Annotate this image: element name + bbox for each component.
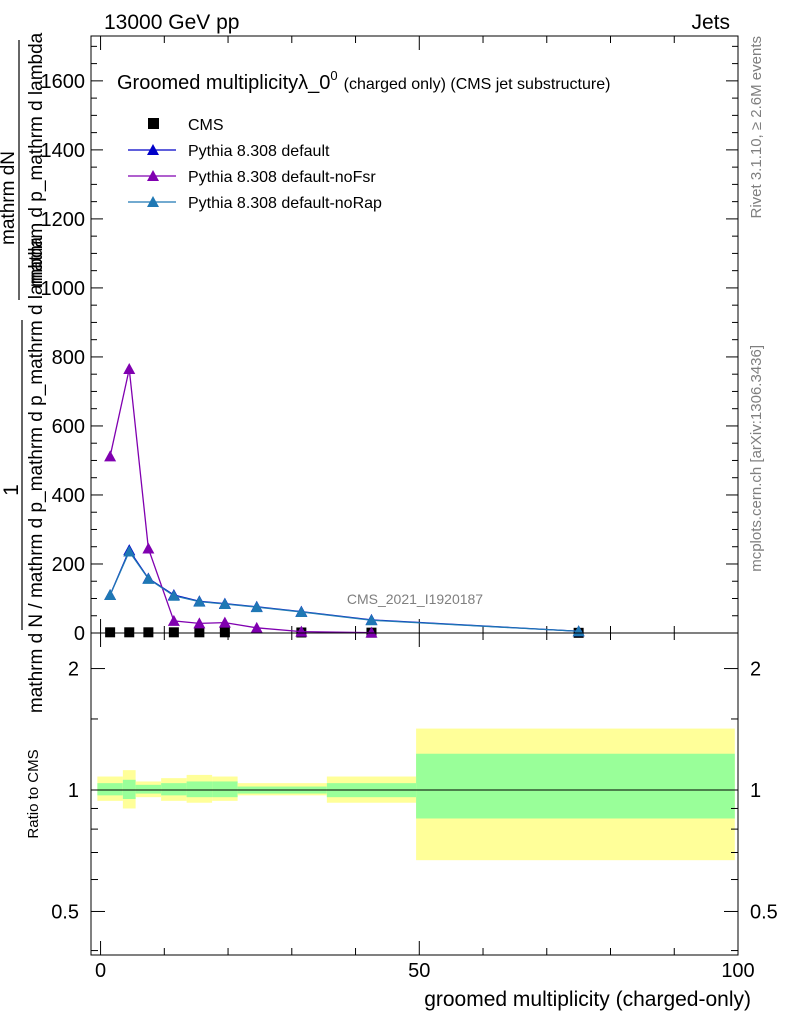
main-y-tick-label: 0 xyxy=(74,623,85,645)
ratio-y-axis-label: Ratio to CMS xyxy=(25,749,42,838)
data-point xyxy=(365,626,378,638)
ratio-y-tick-label: 2 xyxy=(68,659,79,681)
plot-title-main: Groomed multiplicityλ_0 xyxy=(117,72,330,94)
data-point xyxy=(142,572,155,584)
legend-entry: CMS xyxy=(148,117,224,134)
ratio-plot-panel: 0.5 0.5 1 1 2 2 0 50 100 Ratio to CMS groomed m… xyxy=(25,632,778,1011)
data-point xyxy=(194,627,205,638)
mcplots-label: mcplots.cern.ch [arXiv:1306.3436] xyxy=(748,345,765,572)
ratio-inner-band xyxy=(186,781,213,798)
data-point xyxy=(168,627,179,638)
main-y-ticks: 0 200 400 600 800 1000 1200 1400 1600 xyxy=(41,45,738,645)
data-point xyxy=(250,621,263,633)
legend-entry: Pythia 8.308 default xyxy=(128,143,330,160)
ylabel-top: 1 xyxy=(0,484,23,496)
data-point xyxy=(142,542,155,554)
data-point xyxy=(365,614,378,626)
series-line xyxy=(109,548,579,632)
legend-label: Pythia 8.308 default-noRap xyxy=(188,195,382,212)
main-y-tick-label: 1000 xyxy=(41,278,86,300)
series-line xyxy=(109,368,372,634)
data-point xyxy=(295,605,308,617)
ratio-inner-band xyxy=(416,753,735,819)
ratio-y-tick-label: 1 xyxy=(68,780,79,802)
data-point xyxy=(124,627,135,638)
rivet-version-label: Rivet 3.1.10, ≥ 2.6M events xyxy=(748,36,765,219)
data-point xyxy=(167,589,180,601)
ratio-y-tick-label-right: 1 xyxy=(750,780,761,802)
ratio-inner-band xyxy=(97,783,123,796)
legend-label: CMS xyxy=(188,117,224,134)
plot-title-tail: (charged only) (CMS jet substructure) xyxy=(344,76,611,93)
data-point xyxy=(295,625,308,637)
main-y-tick-label: 1200 xyxy=(41,209,86,231)
legend-label: Pythia 8.308 default xyxy=(188,143,330,160)
analysis-watermark: CMS_2021_I1920187 xyxy=(347,591,483,607)
x-tick-label: 100 xyxy=(721,960,754,982)
plot-title: Groomed multiplicityλ_00 (charged only) (… xyxy=(117,68,610,94)
series-pythia-8-308-default-nofsr xyxy=(104,363,378,638)
series-pythia-8-308-default-norap xyxy=(104,545,585,637)
legend-entry: Pythia 8.308 default-noRap xyxy=(128,195,382,212)
legend-label: Pythia 8.308 default-noFsr xyxy=(188,169,376,186)
ratio-plot-frame xyxy=(90,632,739,956)
data-point xyxy=(250,601,263,613)
data-point xyxy=(123,545,136,557)
plot-title-sup: 0 xyxy=(330,68,337,83)
ratio-y-tick-label-right: 2 xyxy=(750,659,761,681)
data-point xyxy=(572,625,585,637)
ratio-inner-band xyxy=(122,779,136,799)
main-y-tick-label: 200 xyxy=(52,554,85,576)
x-tick-label: 0 xyxy=(95,960,106,982)
header-left: 13000 GeV pp xyxy=(104,11,239,34)
series-layer xyxy=(104,363,585,638)
ylabel-frac-den: mathrm d p_mathrm d lambda xyxy=(26,32,47,287)
data-point xyxy=(104,450,117,462)
data-point xyxy=(193,617,206,629)
data-point xyxy=(104,589,117,601)
main-y-tick-label: 1600 xyxy=(41,71,86,93)
data-point xyxy=(167,614,180,626)
main-y-tick-label: 400 xyxy=(52,485,85,507)
data-point xyxy=(193,595,206,607)
ratio-inner-band xyxy=(212,781,238,798)
data-point xyxy=(143,627,154,638)
data-point xyxy=(218,598,231,610)
legend: CMS Pythia 8.308 default Pythia 8.308 defa… xyxy=(128,117,382,212)
ratio-y-tick-label-right: 0.5 xyxy=(750,901,778,923)
legend-marker-triangle xyxy=(147,170,159,181)
ylabel-frac-num: mathrm dN xyxy=(0,151,19,245)
series-line xyxy=(109,550,579,632)
main-plot-panel: 0 200 400 600 800 1000 1200 1400 1600 1 mathrm d… xyxy=(0,32,739,713)
legend-marker-square xyxy=(148,118,159,129)
ratio-y-ticks: 0.5 0.5 1 1 2 2 xyxy=(51,659,778,952)
ratio-inner-band xyxy=(135,784,162,794)
legend-marker-triangle xyxy=(147,144,159,155)
ratio-inner-band xyxy=(161,783,187,796)
main-y-tick-label: 1400 xyxy=(41,140,86,162)
data-point xyxy=(105,627,116,638)
ratio-y-tick-label: 0.5 xyxy=(51,901,79,923)
main-y-tick-label: 800 xyxy=(52,347,85,369)
legend-marker-triangle xyxy=(147,196,159,207)
legend-entry: Pythia 8.308 default-noFsr xyxy=(128,169,376,186)
ratio-bands xyxy=(97,728,735,861)
main-y-tick-label: 600 xyxy=(52,416,85,438)
data-point xyxy=(219,627,230,638)
main-y-axis-label: 1 mathrm dN mathrm d p_mathrm d lambda m… xyxy=(0,32,47,713)
x-axis-label: groomed multiplicity (charged-only) xyxy=(424,988,751,1011)
main-x-ticks xyxy=(100,36,739,633)
ylabel-bottom: mathrm d N / mathrm d p_mathrm d p_mathr… xyxy=(26,236,47,713)
data-point xyxy=(218,616,231,628)
data-point xyxy=(123,363,136,375)
ratio-x-ticks: 0 50 100 xyxy=(95,633,755,982)
header-right: Jets xyxy=(691,11,730,34)
x-tick-label: 50 xyxy=(408,960,430,982)
